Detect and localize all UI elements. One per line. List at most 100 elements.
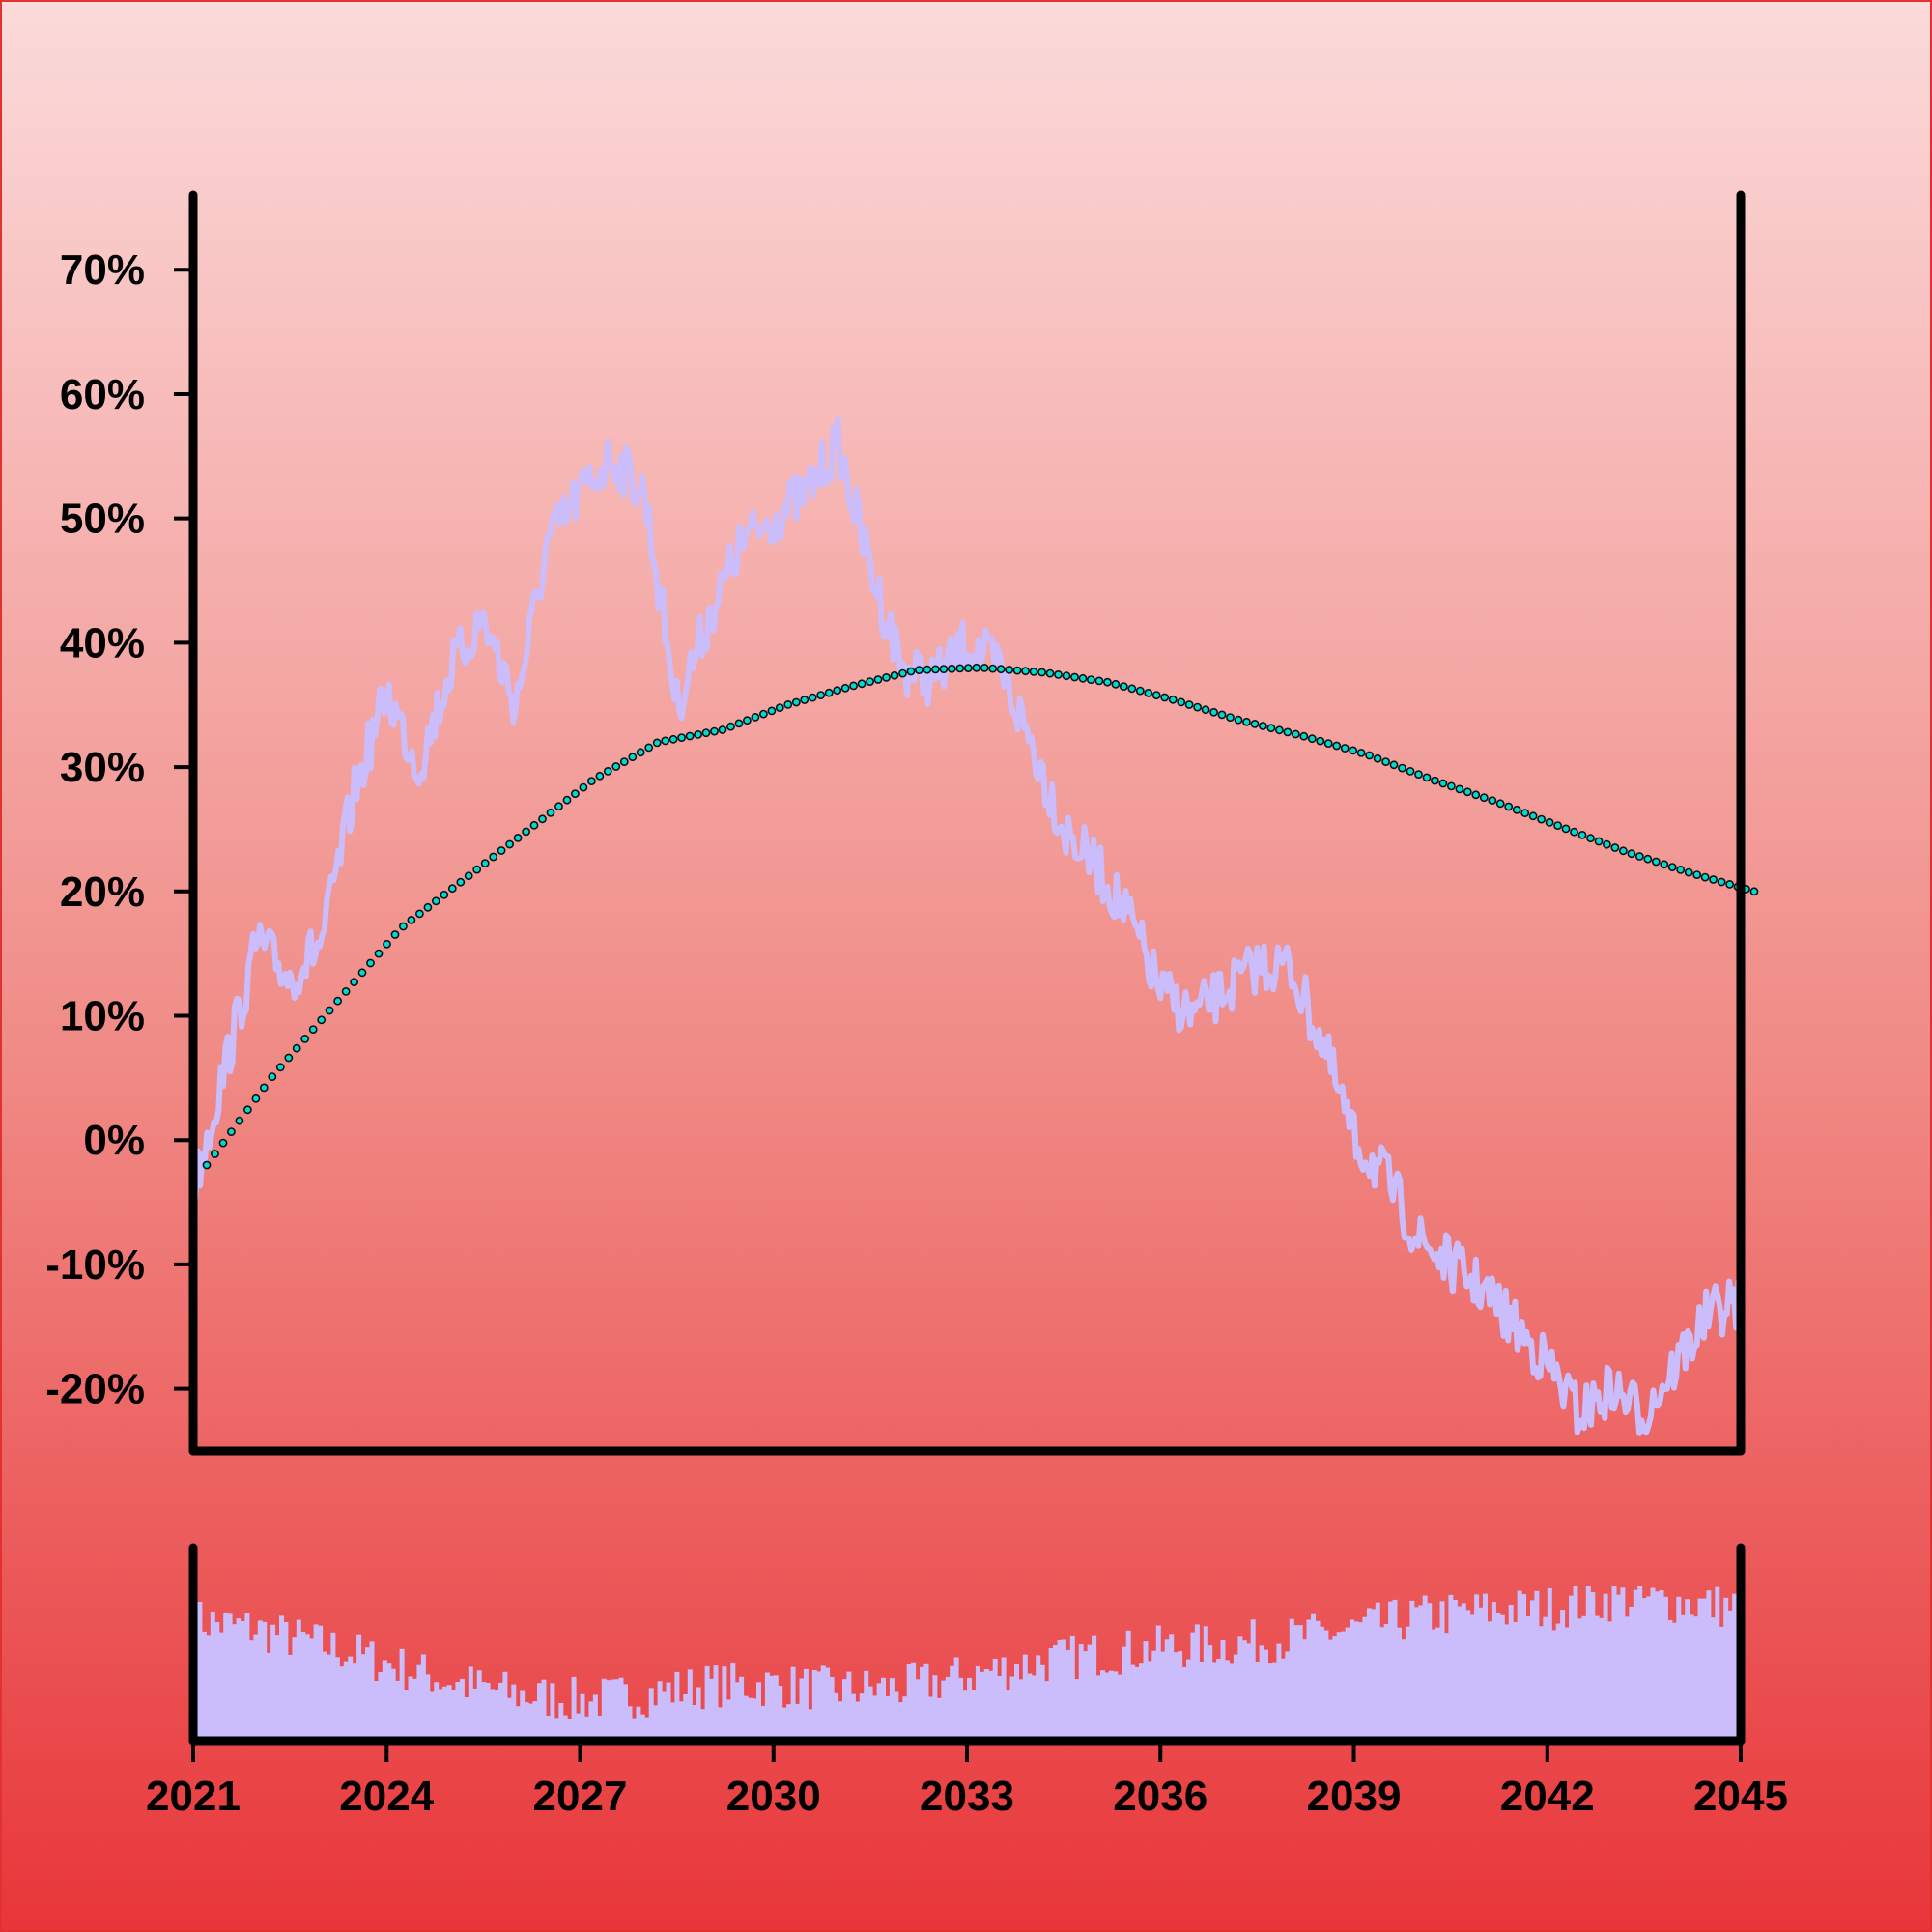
volume-bar — [932, 1675, 938, 1741]
volume-bar — [1689, 1614, 1694, 1741]
trend-point — [1667, 863, 1677, 871]
volume-bar — [1057, 1639, 1063, 1741]
trend-point — [734, 719, 744, 728]
volume-bar — [330, 1632, 336, 1741]
trend-point — [497, 846, 506, 855]
trend-point — [1528, 811, 1538, 821]
trend-point — [562, 795, 572, 805]
volume-bar — [872, 1695, 878, 1741]
trend-point — [1471, 790, 1481, 800]
volume-bar — [803, 1668, 809, 1741]
trend-point — [423, 902, 433, 912]
volume-bar — [270, 1624, 276, 1741]
trend-point — [1242, 717, 1251, 726]
volume-bar — [382, 1660, 387, 1741]
volume-bar — [1483, 1593, 1488, 1741]
volume-bar — [554, 1718, 559, 1741]
volume-bar — [1397, 1627, 1402, 1741]
volume-bar — [1117, 1674, 1122, 1741]
volume-bar — [1044, 1681, 1050, 1741]
volume-bar — [678, 1701, 684, 1741]
trend-point — [1431, 776, 1439, 785]
volume-bar — [541, 1679, 547, 1741]
volume-bar — [584, 1716, 589, 1741]
volume-bar — [373, 1681, 379, 1741]
trend-point — [1144, 689, 1153, 697]
volume-bar — [692, 1705, 697, 1741]
volume-bar — [1659, 1590, 1664, 1741]
volume-bar — [1452, 1600, 1458, 1741]
trend-point — [1283, 727, 1293, 737]
volume-bar — [1560, 1610, 1566, 1741]
volume-bar — [1418, 1605, 1424, 1741]
trend-point — [767, 706, 777, 716]
volume-bar — [1637, 1586, 1643, 1741]
trend-point — [800, 696, 810, 704]
volume-bar — [1134, 1666, 1140, 1741]
trend-point — [431, 896, 440, 906]
volume-bar — [567, 1719, 573, 1741]
volume-bar — [623, 1684, 628, 1741]
trend-point — [972, 663, 981, 672]
trend-point — [1078, 673, 1088, 683]
volume-bar — [795, 1703, 800, 1741]
trend-point — [251, 1094, 261, 1103]
trend-point — [1447, 781, 1456, 791]
trend-point — [1184, 700, 1194, 709]
trend-point — [1520, 809, 1530, 817]
volume-bar — [897, 1702, 903, 1741]
x-tick-label: 2024 — [339, 1773, 434, 1820]
trend-point — [833, 686, 842, 696]
trend-point — [333, 996, 342, 1006]
volume-bar — [1061, 1639, 1066, 1741]
trend-point — [300, 1035, 310, 1043]
volume-bar — [369, 1641, 375, 1741]
trend-point — [1414, 770, 1423, 779]
trend-point — [661, 736, 670, 746]
volume-bar — [1001, 1657, 1007, 1741]
volume-bar — [1478, 1607, 1484, 1741]
volume-bar — [214, 1622, 220, 1741]
volume-bar — [855, 1701, 861, 1741]
volume-bar — [1383, 1624, 1389, 1741]
trend-point — [464, 871, 473, 881]
trend-point — [1349, 746, 1358, 755]
volume-bar — [1366, 1608, 1372, 1741]
volume-bar — [610, 1679, 615, 1741]
volume-bar — [390, 1668, 396, 1741]
volume-bar — [1624, 1616, 1630, 1741]
trend-point — [317, 1015, 327, 1025]
volume-bar — [648, 1688, 654, 1741]
volume-bar — [850, 1693, 856, 1741]
trend-point — [383, 939, 391, 949]
trend-point — [824, 688, 834, 697]
volume-bar — [709, 1678, 714, 1741]
trend-point — [1103, 677, 1112, 687]
volume-bar — [820, 1665, 826, 1741]
trend-point — [1512, 805, 1521, 814]
volume-bar — [997, 1676, 1003, 1741]
trend-point — [1234, 715, 1243, 724]
y-tick-label: -10% — [45, 1241, 145, 1289]
volume-bar — [1401, 1639, 1406, 1741]
volume-bar — [545, 1715, 551, 1741]
trend-point — [759, 709, 768, 719]
volume-bar — [1607, 1621, 1612, 1741]
trend-point — [1603, 839, 1611, 849]
volume-bar — [562, 1715, 568, 1741]
volume-bar — [889, 1678, 895, 1741]
volume-bar — [1697, 1598, 1703, 1741]
volume-bar — [683, 1694, 689, 1741]
volume-bar — [1379, 1627, 1385, 1741]
y-tick-label: 30% — [60, 744, 145, 791]
trend-point — [1168, 695, 1178, 704]
trend-point — [1537, 814, 1546, 824]
volume-bar — [1534, 1590, 1540, 1741]
volume-bar — [378, 1672, 384, 1741]
volume-bar — [864, 1670, 869, 1741]
trend-point — [1307, 734, 1317, 744]
trend-point — [1438, 779, 1448, 788]
volume-bar — [1706, 1590, 1712, 1741]
volume-bar — [773, 1675, 779, 1741]
trend-point — [628, 753, 638, 762]
